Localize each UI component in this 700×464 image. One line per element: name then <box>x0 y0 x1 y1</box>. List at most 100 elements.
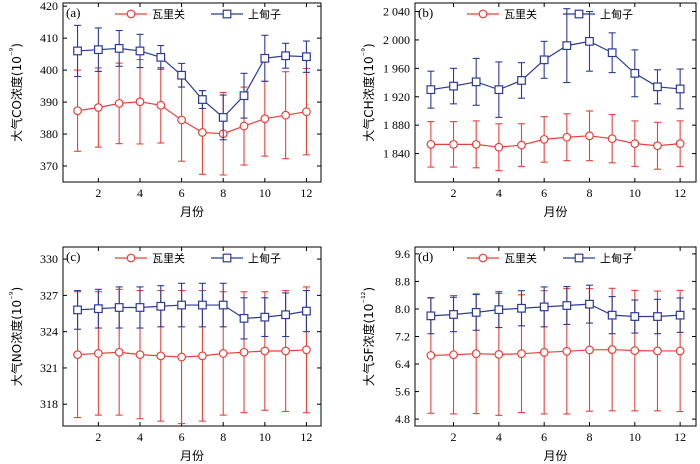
data-point <box>177 70 186 80</box>
series-line <box>430 348 681 357</box>
data-point <box>198 300 207 310</box>
data-point <box>260 346 270 356</box>
y-axis-label-part: 大气N <box>9 353 24 386</box>
data-point <box>562 346 572 356</box>
data-point <box>302 107 311 117</box>
data-point <box>675 139 685 149</box>
y-tick-label: 8.0 <box>395 302 410 316</box>
data-point <box>607 48 617 58</box>
data-point <box>218 113 228 122</box>
plot-frame <box>62 2 322 183</box>
data-point <box>218 300 228 310</box>
y-tick-label: 4.8 <box>395 412 410 426</box>
data-point <box>239 313 249 323</box>
data-point <box>73 305 82 315</box>
data-point <box>281 310 291 320</box>
y-tick-label: 330 <box>40 252 58 266</box>
y-tick-label: 6.4 <box>395 357 410 371</box>
x-tick-label: 10 <box>259 186 271 200</box>
data-point <box>73 46 82 56</box>
legend-marker <box>574 9 584 19</box>
y-tick-label: 1 920 <box>383 90 410 104</box>
legend-label: 瓦里关 <box>152 251 185 265</box>
series-line <box>77 304 307 319</box>
data-point <box>426 351 436 360</box>
data-point <box>239 91 249 101</box>
y-axis-label: 大气SF浓度(10⁻¹²) <box>361 287 376 386</box>
x-tick-label: 12 <box>300 430 312 444</box>
data-point <box>653 346 662 356</box>
series-wali <box>73 59 311 176</box>
panel-label: (d) <box>418 249 433 264</box>
data-point <box>260 53 270 63</box>
data-point <box>198 128 207 137</box>
legend-marker <box>222 9 232 19</box>
y-tick-label: 1 960 <box>383 61 410 75</box>
y-axis-label: 大气CH浓度(10⁻⁹) <box>361 43 376 141</box>
data-point <box>156 100 166 110</box>
data-point <box>260 114 270 124</box>
data-point <box>135 303 145 312</box>
data-point <box>494 350 504 359</box>
data-point <box>260 312 270 322</box>
y-axis-label-part: 浓度(10 <box>361 56 376 100</box>
x-axis-label: 月份 <box>180 205 204 219</box>
y-tick-label: 1 880 <box>383 118 410 132</box>
data-point <box>517 349 526 359</box>
data-point <box>93 349 103 358</box>
data-point <box>302 306 311 316</box>
series-shangdianzi <box>73 24 311 141</box>
data-point <box>449 310 458 319</box>
x-tick-label: 2 <box>451 430 457 444</box>
x-tick-label: 6 <box>179 186 185 200</box>
y-axis-label-part: ) <box>10 43 24 48</box>
y-axis-label-part: ⁻¹² <box>361 291 371 303</box>
data-point <box>114 347 124 357</box>
data-point <box>449 350 458 360</box>
y-axis-label-part: ⁻⁹ <box>9 47 19 56</box>
data-point <box>539 302 549 312</box>
x-tick-label: 6 <box>541 186 547 200</box>
data-point <box>471 77 481 87</box>
x-tick-label: 12 <box>300 186 312 200</box>
data-point <box>630 139 640 149</box>
data-point <box>156 351 166 361</box>
y-axis-label: 大气CO浓度(10⁻⁹) <box>9 43 24 142</box>
data-point <box>114 98 124 108</box>
data-point <box>73 106 82 116</box>
y-tick-label: 1 840 <box>383 147 410 161</box>
x-tick-label: 8 <box>586 430 592 444</box>
data-point <box>675 310 685 320</box>
y-tick-label: 324 <box>40 325 58 339</box>
data-point <box>449 139 458 149</box>
data-point <box>607 345 617 354</box>
data-point <box>562 301 572 310</box>
y-tick-label: 390 <box>40 95 58 109</box>
y-tick-label: 318 <box>40 397 58 411</box>
y-axis-label-part: 浓度(10 <box>361 304 376 348</box>
x-tick-label: 2 <box>95 430 101 444</box>
series-line <box>430 40 681 91</box>
x-tick-label: 4 <box>496 186 502 200</box>
series-wali <box>426 110 685 172</box>
y-axis-label-part: 大气SF <box>361 347 376 386</box>
legend-label: 上甸子 <box>248 8 281 21</box>
y-axis-label-part: ) <box>10 287 24 292</box>
legend-marker <box>126 253 136 263</box>
series-shangdianzi <box>426 284 685 335</box>
legend-marker <box>574 253 584 263</box>
legend-marker <box>478 9 488 19</box>
y-tick-label: 410 <box>40 31 58 45</box>
data-point <box>198 95 207 104</box>
data-point <box>494 142 504 152</box>
y-tick-label: 400 <box>40 63 58 77</box>
y-axis-label-part: 大气CO <box>9 100 24 142</box>
data-point <box>239 121 249 131</box>
y-tick-label: 380 <box>40 127 58 141</box>
y-tick-label: 420 <box>40 0 58 13</box>
data-point <box>539 134 549 144</box>
data-point <box>426 311 436 321</box>
data-point <box>135 97 145 107</box>
y-tick-label: 8.8 <box>395 274 410 288</box>
chart-panel-a: 2 4 6 8 10 12 370 380 390 400 410 420 月份 大气CO浓度(10⁻⁹)… <box>9 0 322 219</box>
